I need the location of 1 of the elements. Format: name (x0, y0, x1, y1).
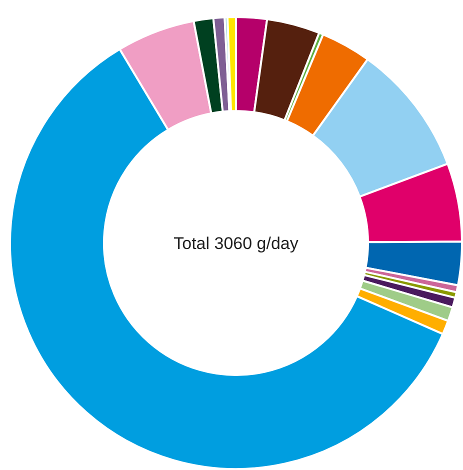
text: Total 3060 g/day (174, 234, 299, 253)
